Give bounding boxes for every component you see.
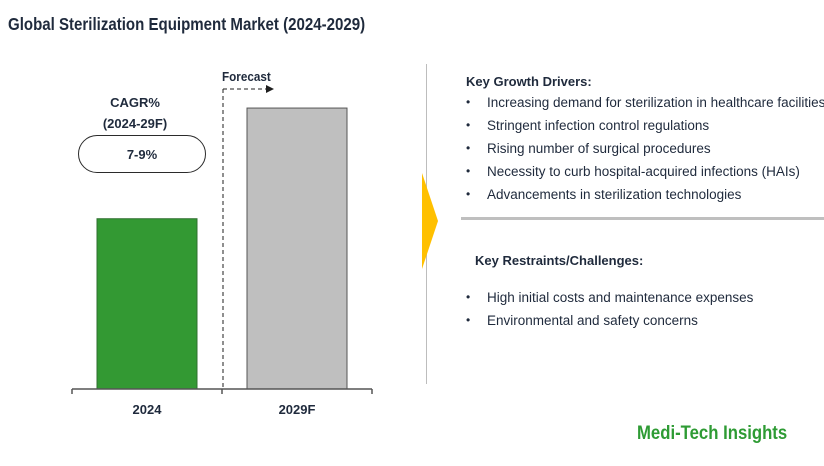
cagr-value: 7-9% — [126, 146, 158, 162]
bullet-icon: • — [466, 95, 471, 109]
cagr-label: CAGR% (2024-29F) — [80, 92, 190, 134]
section-divider — [461, 217, 824, 220]
restraints-section: Key Restraints/Challenges: • High initial… — [466, 253, 753, 332]
page-title: Global Sterilization Equipment Market (2… — [8, 14, 366, 34]
list-item: • High initial costs and maintenance expe… — [466, 286, 753, 309]
forecast-label: Forecast — [222, 69, 271, 84]
restraints-heading: Key Restraints/Challenges: — [475, 253, 644, 268]
x-tick-label-2029f: 2029F — [279, 402, 316, 417]
bullet-icon: • — [466, 187, 471, 201]
list-item: • Stringent infection control regulations — [466, 114, 824, 137]
x-tick-label-2024: 2024 — [133, 402, 163, 417]
bullet-icon: • — [466, 313, 471, 327]
cagr-value-pill: 7-9% — [78, 135, 206, 173]
bar-2029f — [246, 107, 348, 390]
cagr-label-line1: CAGR% — [110, 95, 160, 110]
list-item: • Environmental and safety concerns — [466, 309, 753, 332]
bar-2024 — [96, 218, 198, 390]
growth-drivers-heading: Key Growth Drivers: — [466, 74, 592, 89]
bars-layer — [96, 107, 348, 390]
growth-drivers-section: Key Growth Drivers: • Increasing demand f… — [466, 74, 824, 206]
bullet-icon: • — [466, 164, 471, 178]
list-item: • Rising number of surgical procedures — [466, 137, 824, 160]
bar-chart: 2024 2029F — [71, 85, 373, 417]
growth-drivers-list: • Increasing demand for sterilization in … — [466, 91, 824, 206]
list-item: • Advancements in sterilization technolog… — [466, 183, 824, 206]
forecast-arrow-head — [266, 85, 274, 93]
cagr-label-line2: (2024-29F) — [102, 116, 168, 131]
bullet-icon: • — [466, 290, 471, 304]
bullet-icon: • — [466, 118, 471, 132]
chevron-right-icon — [422, 173, 438, 269]
list-item: • Increasing demand for sterilization in … — [466, 91, 824, 114]
restraints-list: • High initial costs and maintenance expe… — [466, 286, 753, 332]
list-item: • Necessity to curb hospital-acquired inf… — [466, 160, 824, 183]
brand-logo: Medi-Tech Insights — [637, 423, 788, 444]
bullet-icon: • — [466, 141, 471, 155]
